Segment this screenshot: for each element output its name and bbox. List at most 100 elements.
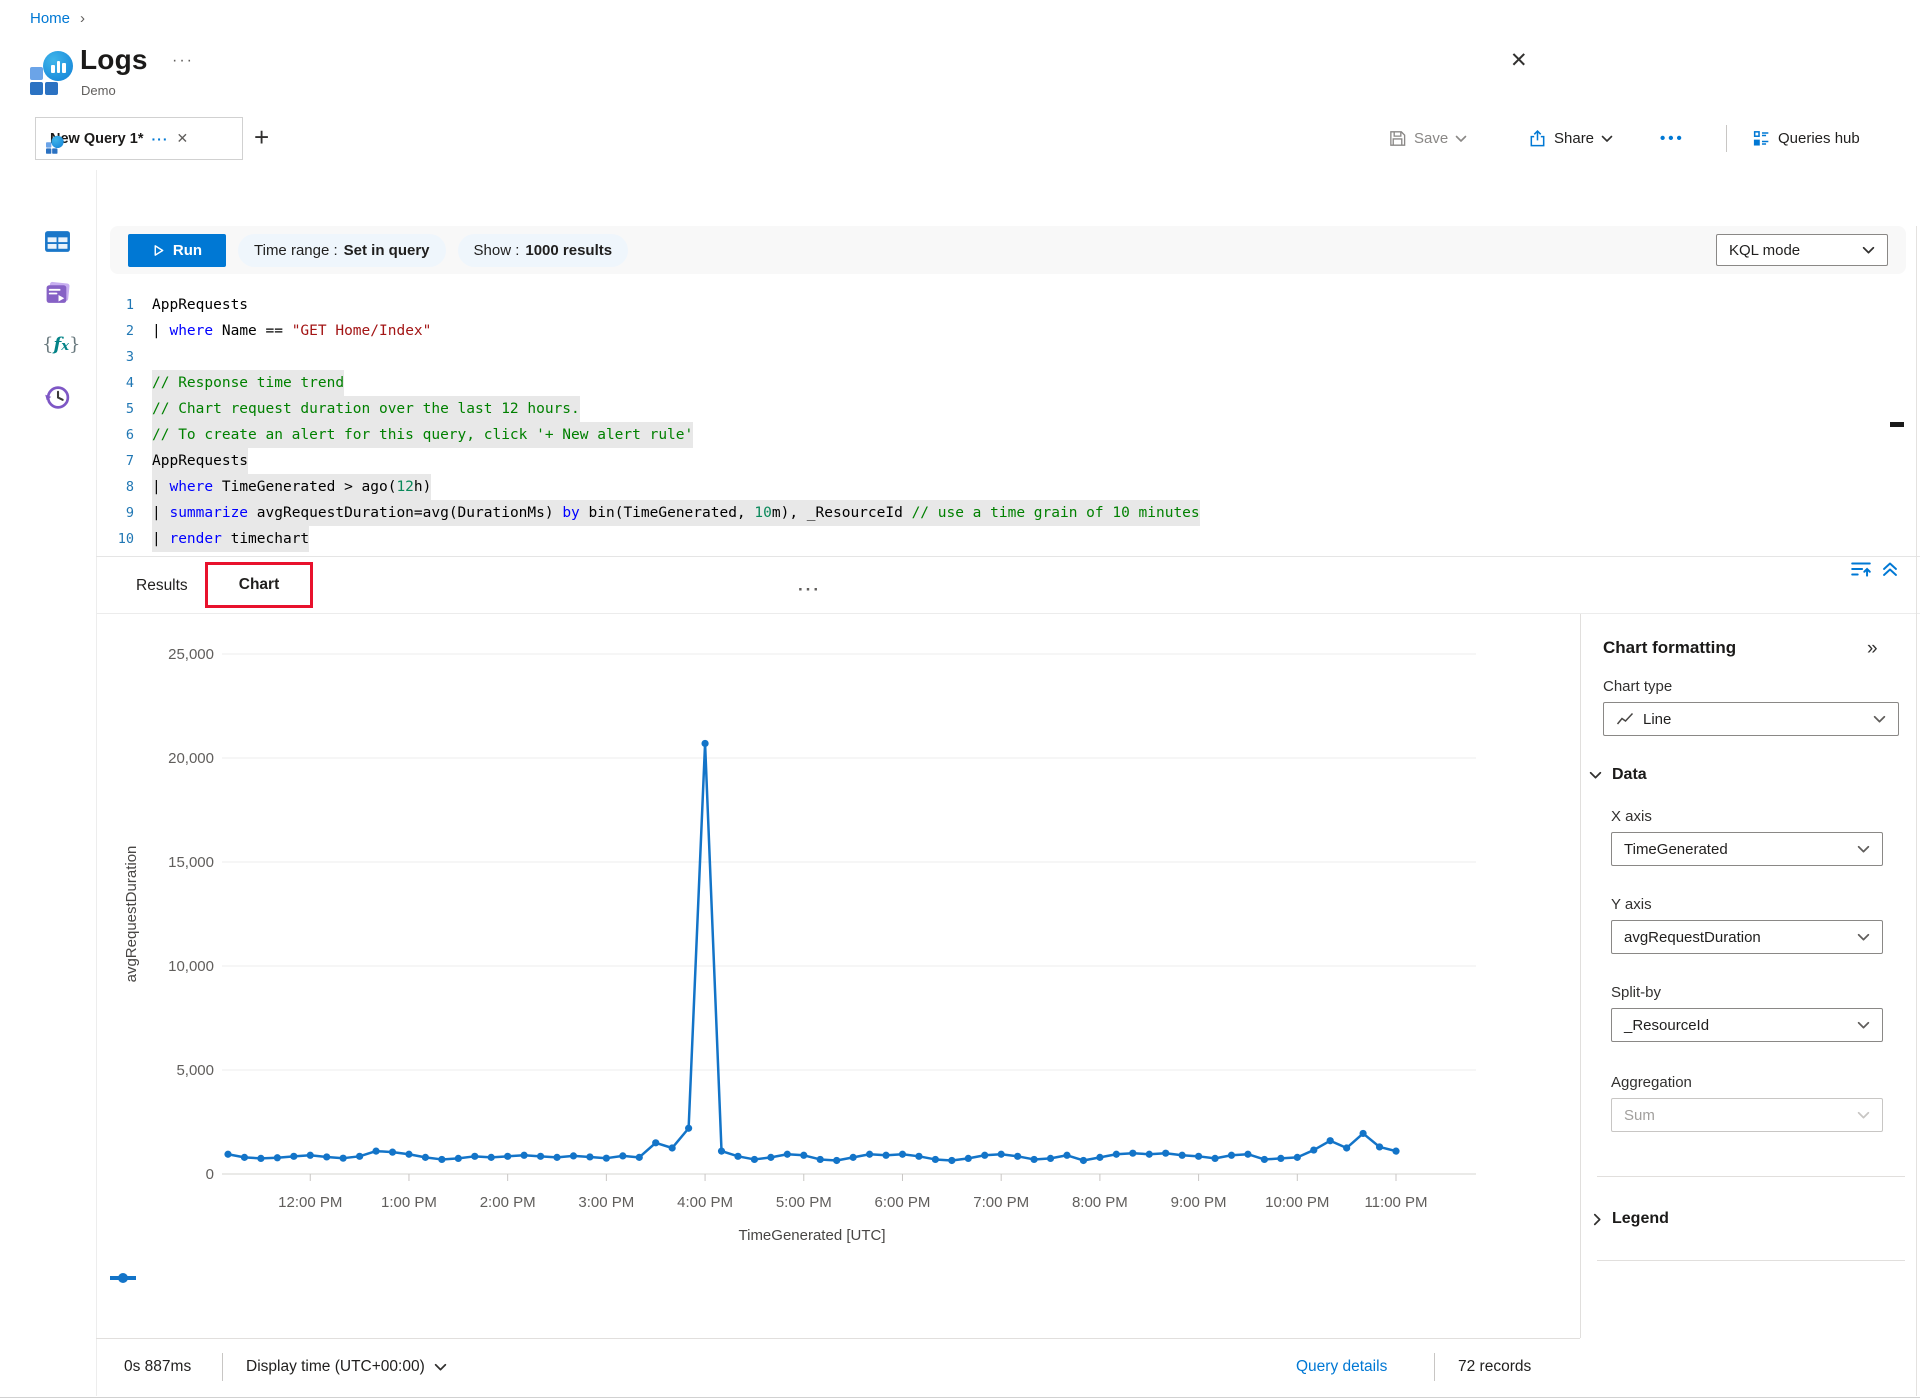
- example-queries-icon: [46, 281, 70, 303]
- results-top-divider: [96, 613, 1920, 614]
- tab-new-query-1[interactable]: New Query 1* ··· ✕: [35, 117, 243, 160]
- editor-line[interactable]: 10 | render timechart: [96, 526, 1910, 552]
- show-results-picker[interactable]: Show : 1000 results: [457, 233, 629, 267]
- chevron-down-icon: [1857, 845, 1870, 853]
- chevron-down-icon: [1873, 715, 1886, 723]
- data-section-label: Data: [1612, 766, 1647, 783]
- chevron-down-icon: [1601, 135, 1613, 142]
- svg-text:20,000: 20,000: [168, 750, 214, 767]
- actions-divider: [1726, 125, 1727, 152]
- code-text: AppRequests: [152, 297, 249, 313]
- tab-close-icon[interactable]: ✕: [176, 130, 189, 146]
- kql-mode-dropdown[interactable]: KQL mode: [1716, 234, 1888, 266]
- panel-collapse-icon[interactable]: »: [1867, 638, 1878, 659]
- splitter-line: [96, 556, 1920, 557]
- editor-line[interactable]: 6 // To create an alert for this query, c…: [96, 422, 1910, 448]
- line-number: 4: [125, 375, 134, 391]
- chevron-down-icon: [1455, 135, 1467, 142]
- splitter-handle[interactable]: ···: [798, 580, 821, 599]
- chart-formatting-panel: Chart formatting » Chart type Line Data …: [1580, 614, 1920, 1338]
- queries-hub-label: Queries hub: [1778, 130, 1860, 147]
- more-actions-icon[interactable]: •••: [1660, 130, 1685, 147]
- logs-app-icon: [30, 50, 74, 95]
- code-text: | render timechart: [152, 526, 310, 552]
- editor-line[interactable]: 1 AppRequests: [96, 292, 1910, 318]
- sidebar-functions-button[interactable]: {fx}: [42, 334, 80, 355]
- split-by-dropdown[interactable]: _ResourceId: [1611, 1008, 1883, 1042]
- query-editor[interactable]: 1 AppRequests 2 | where Name == "GET Home/I…: [96, 282, 1910, 554]
- line-number: 9: [125, 505, 134, 521]
- chart-type-dropdown[interactable]: Line: [1603, 702, 1899, 736]
- svg-text:3:00 PM: 3:00 PM: [578, 1194, 634, 1211]
- line-number: 8: [125, 479, 134, 495]
- share-button[interactable]: Share: [1528, 117, 1613, 160]
- format-query-icon[interactable]: [1850, 560, 1872, 578]
- tab-results[interactable]: Results: [136, 563, 188, 609]
- query-details-link[interactable]: Query details: [1296, 1358, 1388, 1375]
- editor-line[interactable]: 9 | summarize avgRequestDuration=avg(Dura…: [96, 500, 1910, 526]
- aggregation-value: Sum: [1624, 1106, 1655, 1124]
- legend-section-label: Legend: [1612, 1210, 1669, 1227]
- editor-line[interactable]: 4 // Response time trend: [96, 370, 1910, 396]
- code-text: // To create an alert for this query, cl…: [152, 422, 694, 448]
- queries-hub-button[interactable]: Queries hub: [1752, 117, 1860, 160]
- query-tab-icon: [46, 135, 64, 154]
- panel-divider: [1597, 1260, 1905, 1261]
- svg-text:15,000: 15,000: [168, 854, 214, 871]
- editor-scrollbar-thumb[interactable]: [1890, 422, 1904, 427]
- editor-line[interactable]: 8 | where TimeGenerated > ago(12h): [96, 474, 1910, 500]
- chevron-right-icon: [1593, 1213, 1601, 1225]
- data-section-header[interactable]: Data: [1589, 766, 1647, 784]
- page-right-border: [1916, 226, 1917, 1396]
- tab-more-icon[interactable]: ···: [151, 130, 169, 147]
- legend-section-header[interactable]: Legend: [1593, 1210, 1669, 1228]
- svg-text:11:00 PM: 11:00 PM: [1364, 1194, 1427, 1211]
- code-text: | where TimeGenerated > ago(12h): [152, 474, 432, 500]
- svg-text:1:00 PM: 1:00 PM: [381, 1194, 437, 1211]
- svg-text:8:00 PM: 8:00 PM: [1072, 1194, 1128, 1211]
- svg-text:4:00 PM: 4:00 PM: [677, 1194, 733, 1211]
- display-time-dropdown[interactable]: Display time (UTC+00:00): [246, 1350, 447, 1384]
- line-number: 5: [125, 401, 134, 417]
- svg-text:9:00 PM: 9:00 PM: [1171, 1194, 1227, 1211]
- tab-chart-label: Chart: [238, 576, 280, 593]
- run-label: Run: [172, 241, 203, 259]
- query-duration: 0s 887ms: [124, 1358, 192, 1375]
- editor-line[interactable]: 7 AppRequests: [96, 448, 1910, 474]
- breadcrumb: Home ›: [30, 10, 85, 27]
- status-divider: [222, 1353, 223, 1381]
- line-number: 3: [125, 349, 134, 365]
- save-button[interactable]: Save: [1388, 117, 1467, 160]
- x-axis-label: X axis: [1611, 808, 1652, 825]
- sidebar-query-history-button[interactable]: [44, 384, 71, 416]
- line-number: 10: [117, 531, 134, 547]
- close-icon[interactable]: ✕: [1510, 49, 1528, 72]
- sidebar-example-queries-button[interactable]: [44, 280, 71, 312]
- editor-line[interactable]: 2 | where Name == "GET Home/Index": [96, 318, 1910, 344]
- svg-text:5,000: 5,000: [176, 1062, 214, 1079]
- x-axis-dropdown[interactable]: TimeGenerated: [1611, 832, 1883, 866]
- svg-text:12:00 PM: 12:00 PM: [278, 1194, 342, 1211]
- sidebar-tables-button[interactable]: [44, 228, 71, 260]
- y-axis-dropdown[interactable]: avgRequestDuration: [1611, 920, 1883, 954]
- new-tab-button[interactable]: +: [254, 122, 270, 152]
- chart-type-value: Line: [1643, 710, 1672, 728]
- split-by-label: Split-by: [1611, 984, 1662, 1001]
- tab-chart[interactable]: Chart: [205, 562, 313, 608]
- page-bottom-border: [0, 1397, 1920, 1398]
- show-label: Show :: [473, 241, 520, 259]
- rail-divider: [96, 170, 97, 1396]
- breadcrumb-home-link[interactable]: Home: [30, 10, 71, 27]
- editor-line[interactable]: 3: [96, 344, 1910, 370]
- functions-icon: {fx}: [42, 334, 81, 355]
- status-bar: 0s 887ms Display time (UTC+00:00) Query …: [96, 1338, 1580, 1397]
- page-title: Logs: [80, 44, 148, 75]
- collapse-editor-icon[interactable]: [1880, 560, 1900, 578]
- line-number: 1: [125, 297, 134, 313]
- title-more-icon[interactable]: ···: [172, 52, 194, 69]
- query-toolbar: Run Time range : Set in query Show : 100…: [110, 226, 1906, 274]
- time-range-picker[interactable]: Time range : Set in query: [238, 233, 446, 267]
- run-button[interactable]: Run: [128, 233, 226, 267]
- editor-fold-controls: [1850, 560, 1900, 578]
- editor-line[interactable]: 5 // Chart request duration over the last…: [96, 396, 1910, 422]
